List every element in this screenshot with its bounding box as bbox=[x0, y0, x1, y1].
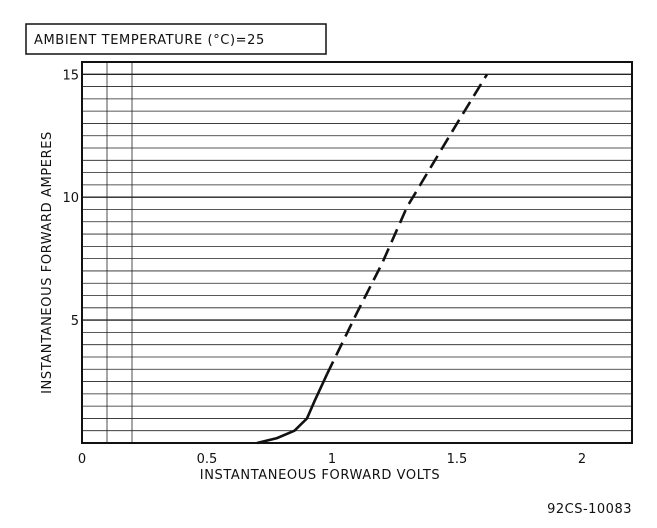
x-tick-label: 2 bbox=[578, 452, 586, 467]
figure-id: 92CS-10083 bbox=[547, 502, 632, 517]
series-line-solid bbox=[256, 373, 329, 445]
y-ticks: 5 10 15 bbox=[62, 68, 79, 329]
y-tick-label: 5 bbox=[71, 314, 79, 329]
grid bbox=[81, 61, 632, 444]
plot-frame bbox=[81, 61, 633, 444]
y-axis-title: INSTANTANEOUS FORWARD AMPERES bbox=[40, 131, 55, 394]
y-axis-label-box bbox=[27, 70, 77, 440]
y-tick-label: 15 bbox=[62, 68, 79, 83]
x-tick-label: 0.5 bbox=[197, 452, 218, 467]
x-tick-label: 0 bbox=[78, 452, 86, 467]
x-axis-title: INSTANTANEOUS FORWARD VOLTS bbox=[200, 468, 440, 483]
y-tick-label: 10 bbox=[62, 191, 79, 206]
series-line-dashed bbox=[325, 73, 489, 375]
x-tick-label: 1.5 bbox=[447, 452, 468, 467]
x-tick-label: 1 bbox=[328, 452, 336, 467]
x-ticks: 0 0.5 1 1.5 2 bbox=[78, 452, 586, 467]
series-layer bbox=[256, 73, 489, 445]
condition-box bbox=[25, 23, 327, 55]
condition-label: AMBIENT TEMPERATURE (°C)=25 bbox=[34, 33, 265, 48]
